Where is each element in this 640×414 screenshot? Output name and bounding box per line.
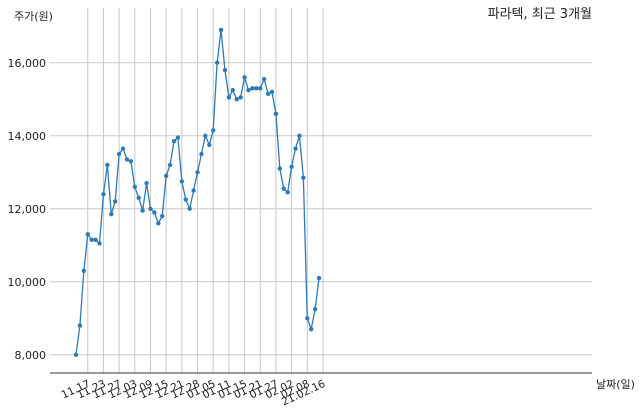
- data-point-3: [85, 232, 90, 237]
- data-point-62: [316, 275, 322, 281]
- data-point-20: [152, 210, 157, 215]
- data-point-14: [128, 159, 134, 164]
- y-axis-label: 주가(원): [14, 10, 53, 23]
- data-point-6: [97, 241, 102, 246]
- data-point-53: [281, 186, 286, 191]
- data-point-40: [230, 87, 235, 93]
- data-point-17: [140, 208, 145, 213]
- data-point-35: [211, 128, 216, 133]
- data-point-28: [183, 197, 188, 202]
- data-point-45: [250, 86, 255, 91]
- data-point-55: [289, 164, 294, 169]
- data-point-18: [144, 181, 149, 186]
- data-point-42: [238, 95, 243, 100]
- x-tick-labels: 11.1711.2311.2712.0312.0912.1512.2112.28…: [60, 378, 328, 409]
- data-point-26: [175, 135, 181, 140]
- data-point-46: [254, 86, 259, 91]
- data-point-2: [81, 268, 87, 273]
- chart-title: 파라텍, 최근 3개월: [488, 7, 592, 22]
- data-point-50: [269, 89, 275, 95]
- data-point-48: [261, 76, 267, 82]
- data-point-31: [195, 170, 200, 175]
- data-point-27: [179, 179, 185, 184]
- data-point-57: [297, 133, 302, 138]
- data-point-1: [77, 323, 83, 328]
- data-point-10: [113, 199, 118, 204]
- data-point-12: [120, 146, 126, 151]
- y-tick-label-0: 8,000: [15, 349, 47, 362]
- data-point-5: [93, 237, 98, 242]
- data-point-37: [218, 27, 224, 33]
- data-point-58: [301, 175, 306, 180]
- data-point-44: [246, 87, 251, 93]
- data-point-29: [187, 206, 192, 211]
- y-tick-label-1: 10,000: [8, 276, 47, 289]
- data-point-11: [116, 151, 122, 157]
- data-point-25: [171, 139, 177, 144]
- data-point-34: [207, 142, 212, 148]
- data-point-16: [136, 195, 141, 200]
- data-point-4: [89, 237, 94, 242]
- data-point-41: [234, 97, 239, 102]
- data-point-59: [305, 316, 310, 321]
- data-point-49: [265, 91, 271, 96]
- price-points: [73, 27, 322, 357]
- x-axis-label: 날짜(일): [596, 377, 635, 391]
- data-point-36: [214, 60, 220, 65]
- y-tick-label-4: 16,000: [8, 57, 47, 70]
- data-point-23: [163, 173, 169, 179]
- data-point-60: [309, 327, 314, 332]
- data-point-19: [148, 206, 153, 211]
- data-point-22: [160, 213, 165, 219]
- data-point-0: [73, 352, 79, 357]
- horizontal-gridlines: [50, 62, 592, 356]
- data-point-56: [293, 146, 298, 151]
- y-tick-labels: 8,000 10,000 12,000 14,000 16,000: [8, 57, 47, 362]
- data-point-7: [101, 191, 106, 197]
- y-tick-label-2: 12,000: [8, 203, 47, 216]
- data-point-30: [191, 188, 196, 193]
- data-point-15: [132, 184, 137, 190]
- data-point-43: [242, 75, 247, 80]
- data-point-52: [277, 166, 283, 171]
- vertical-gridlines: [87, 8, 324, 373]
- data-point-38: [222, 67, 228, 73]
- data-point-39: [226, 95, 232, 100]
- y-tick-label-3: 14,000: [8, 130, 47, 143]
- data-point-32: [199, 151, 204, 157]
- data-point-8: [105, 162, 110, 168]
- data-point-13: [124, 157, 130, 162]
- data-point-61: [312, 306, 318, 312]
- data-point-54: [285, 190, 290, 195]
- data-point-24: [167, 162, 173, 168]
- data-point-51: [273, 111, 279, 117]
- data-point-47: [258, 86, 263, 91]
- data-point-33: [203, 133, 208, 138]
- data-point-21: [156, 221, 161, 226]
- data-point-9: [109, 212, 114, 217]
